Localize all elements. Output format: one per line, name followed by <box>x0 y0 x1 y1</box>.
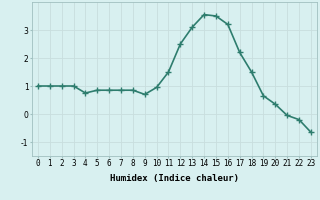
X-axis label: Humidex (Indice chaleur): Humidex (Indice chaleur) <box>110 174 239 183</box>
